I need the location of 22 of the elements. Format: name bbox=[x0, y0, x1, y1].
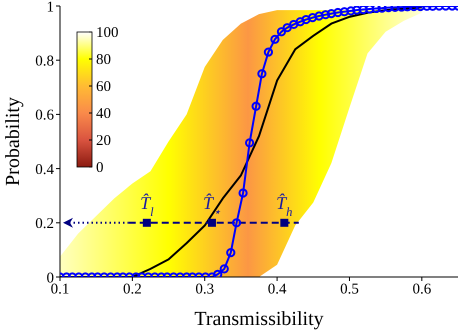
y-tick-label: 0.4 bbox=[35, 162, 54, 178]
annotation: T̂$_{h}$ bbox=[276, 192, 292, 219]
x-axis-title: Transmissibility bbox=[194, 308, 324, 330]
annotation: T̂$_{⋆}$ bbox=[202, 192, 221, 219]
annotation: 0 bbox=[96, 160, 104, 176]
x-tick-label: 0.3 bbox=[195, 282, 214, 298]
x-tick-label: 0.5 bbox=[340, 282, 359, 298]
annotation: 60 bbox=[96, 79, 111, 95]
x-tick-label: 0.1 bbox=[50, 282, 70, 298]
annotation: 20 bbox=[96, 133, 111, 149]
x-tick-label: 0.6 bbox=[412, 282, 432, 298]
annotation: 80 bbox=[96, 52, 111, 68]
annotation: 40 bbox=[96, 106, 111, 122]
x-tick-label: 0.2 bbox=[122, 282, 142, 298]
y-tick-label: 0.8 bbox=[35, 54, 54, 70]
y-tick-label: 0.2 bbox=[35, 216, 54, 232]
y-tick-label: 0.6 bbox=[35, 108, 54, 124]
annotation: 100 bbox=[96, 25, 118, 41]
annotation: T̂$_{l}$ bbox=[140, 192, 154, 219]
x-tick-label: 0.4 bbox=[268, 282, 287, 298]
y-axis-title: Probability bbox=[2, 97, 24, 186]
y-tick-label: 1 bbox=[46, 0, 54, 16]
